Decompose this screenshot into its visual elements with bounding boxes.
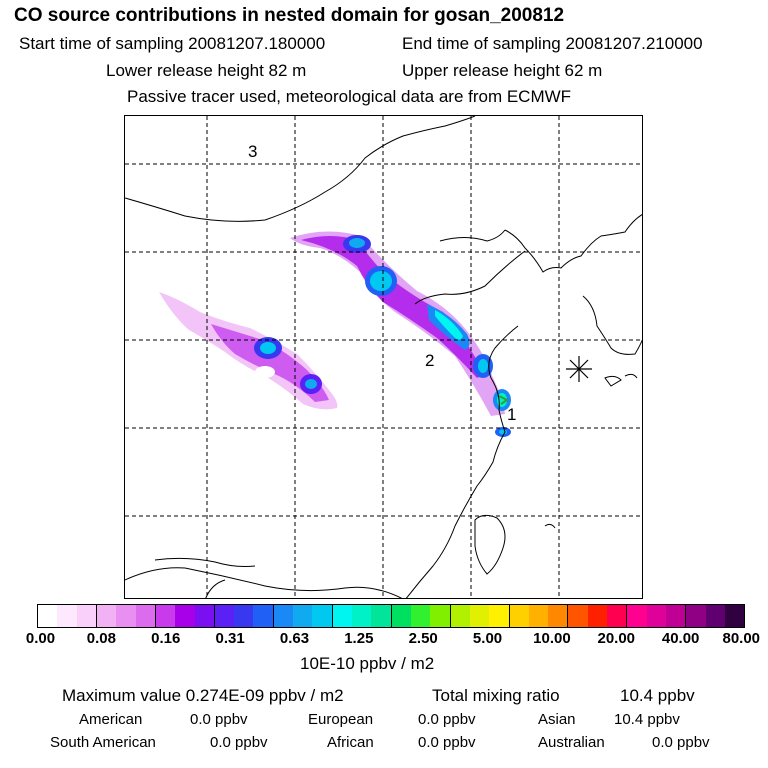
plume-north — [290, 231, 511, 437]
region-name-australian: Australian — [538, 734, 605, 751]
colorbar-swatch — [234, 605, 254, 627]
colorbar-tick-label: 5.00 — [472, 630, 503, 647]
colorbar-swatch — [96, 605, 117, 627]
colorbar-tick-label: 2.50 — [408, 630, 438, 647]
colorbar-swatch — [155, 605, 176, 627]
upper-release-label: Upper release height 62 m — [402, 61, 603, 80]
region-value-asian: 10.4 ppbv — [614, 711, 680, 728]
colorbar — [37, 604, 745, 628]
colorbar-tick-label: 1.25 — [344, 630, 374, 647]
region-value-australian: 0.0 ppbv — [652, 734, 710, 751]
colorbar-swatch — [686, 605, 706, 627]
page-title: CO source contributions in nested domain… — [14, 5, 565, 26]
region-name-african: African — [327, 734, 374, 751]
colorbar-swatch — [627, 605, 647, 627]
colorbar-swatch — [666, 605, 687, 627]
colorbar-swatch — [135, 605, 156, 627]
colorbar-swatch — [352, 605, 372, 627]
max-value-label: Maximum value 0.274E-09 ppbv / m2 — [62, 686, 344, 705]
map-panel[interactable]: 3 2 1 — [124, 115, 643, 599]
region-value-south-american: 0.0 ppbv — [210, 734, 268, 751]
colorbar-tick-label: 0.16 — [151, 630, 181, 647]
colorbar-swatch — [450, 605, 470, 627]
region-value-european: 0.0 ppbv — [418, 711, 476, 728]
colorbar-swatch — [293, 605, 313, 627]
end-time-label: End time of sampling 20081207.210000 — [402, 34, 703, 53]
total-mixing-label: Total mixing ratio — [432, 686, 560, 705]
source-region-label-1: 1 — [507, 405, 516, 424]
region-value-american: 0.0 ppbv — [190, 711, 248, 728]
colorbar-swatch — [194, 605, 215, 627]
colorbar-swatch — [528, 605, 549, 627]
colorbar-swatch — [705, 605, 725, 627]
colorbar-tick-label: 0.31 — [215, 630, 245, 647]
total-mixing-value: 10.4 ppbv — [620, 686, 695, 705]
region-name-asian: Asian — [538, 711, 576, 728]
colorbar-swatch — [76, 605, 97, 627]
colorbar-swatch — [587, 605, 608, 627]
colorbar-swatch — [469, 605, 490, 627]
graticule — [125, 116, 642, 598]
colorbar-swatch — [430, 605, 451, 627]
colorbar-swatch — [391, 605, 411, 627]
map-canvas: 3 2 1 — [125, 116, 642, 598]
colorbar-units: 10E-10 ppbv / m2 — [300, 654, 435, 673]
region-value-african: 0.0 ppbv — [418, 734, 476, 751]
colorbar-swatch — [371, 605, 392, 627]
coastlines — [125, 116, 642, 598]
colorbar-tick-label: 0.63 — [279, 630, 310, 647]
region-name-american: American — [79, 711, 143, 728]
colorbar-swatch — [175, 605, 195, 627]
region-name-south-american: South American — [50, 734, 156, 751]
colorbar-tick-label: 20.00 — [597, 630, 636, 647]
colorbar-swatch — [724, 605, 745, 627]
colorbar-tick-label: 0.00 — [25, 630, 56, 647]
colorbar-tick-label: 10.00 — [533, 630, 571, 647]
colorbar-swatch — [568, 605, 588, 627]
colorbar-tick-label: 0.08 — [86, 630, 116, 647]
tracer-note: Passive tracer used, meteorological data… — [127, 87, 572, 106]
colorbar-swatch — [312, 605, 333, 627]
colorbar-swatch — [214, 605, 235, 627]
colorbar-swatch — [607, 605, 628, 627]
colorbar-swatch — [273, 605, 294, 627]
colorbar-swatch — [410, 605, 431, 627]
colorbar-swatch — [57, 605, 77, 627]
colorbar-swatch — [646, 605, 666, 627]
colorbar-tick-label: 40.00 — [661, 630, 700, 647]
colorbar-swatch — [548, 605, 569, 627]
lower-release-label: Lower release height 82 m — [106, 61, 307, 80]
colorbar-swatch — [116, 605, 136, 627]
colorbar-swatch — [332, 605, 352, 627]
asterisk-icon — [566, 356, 592, 382]
start-time-label: Start time of sampling 20081207.180000 — [19, 34, 326, 53]
colorbar-swatch — [509, 605, 529, 627]
colorbar-tick-label: 80.00 — [722, 630, 761, 647]
colorbar-swatch — [489, 605, 510, 627]
region-name-european: European — [308, 711, 374, 728]
plume-west — [159, 292, 338, 410]
source-region-label-3: 3 — [248, 142, 257, 161]
colorbar-swatch — [253, 605, 274, 627]
colorbar-swatch — [38, 605, 58, 627]
source-region-label-2: 2 — [425, 351, 434, 370]
